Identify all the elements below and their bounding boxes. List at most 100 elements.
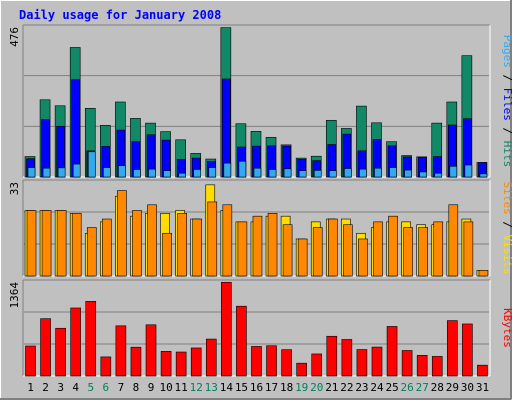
bar-pages [57,167,66,178]
x-tick-label: 28 [431,381,444,394]
bar-sites [237,221,248,277]
bar-kbytes [401,350,413,377]
x-tick-label: 31 [476,381,489,394]
chart-panels: 476 Pages / Files / Hits 33 Sites / Visits 1… [8,24,512,377]
bar-kbytes [447,320,458,377]
bar-kbytes [40,318,51,377]
bar-pages [389,167,397,178]
bar-kbytes [266,345,277,377]
bar-sites [207,201,218,277]
bar-kbytes [296,362,307,377]
bar-sites [282,224,293,277]
bar-sites [448,204,459,277]
series-sites [26,190,489,277]
bar-sites [327,218,338,277]
bar-kbytes [130,346,142,377]
legend-entry: Hits [501,141,512,168]
bar-files [222,78,231,178]
bar-kbytes [356,349,368,377]
x-tick-label: 15 [235,381,248,394]
bar-pages [178,172,186,178]
bar-kbytes [145,324,157,377]
bar-kbytes [55,327,66,377]
bar-pages [449,165,458,178]
bar-sites [86,227,97,277]
bar-pages [419,171,427,178]
bar-kbytes [281,349,292,377]
bar-sites [267,213,278,277]
bar-pages [238,160,247,178]
bar-pages [344,168,352,178]
panel-legend-label: KBytes [501,308,512,348]
bar-kbytes [251,346,262,377]
x-tick-label: 10 [159,381,172,394]
bar-sites [71,213,82,277]
y-max-label: 476 [8,27,21,47]
x-tick-label: 3 [57,381,64,394]
bar-sites [358,238,368,277]
x-tick-label: 29 [446,381,459,394]
bar-kbytes [341,339,353,377]
bar-sites [478,269,489,277]
bar-pages [479,173,488,178]
legend-entry: Sites [501,182,512,215]
x-tick-label: 20 [310,381,323,394]
x-axis-labels: 1 2 3 4 5 6 7 8 9 10 11 12 13 14 15 16 17 18 19 20 21 22 23 24 2… [27,381,489,394]
bar-sites [373,221,383,277]
x-tick-label: 11 [175,381,188,394]
bar-kbytes [431,356,443,377]
legend-entry: / [501,215,512,235]
bar-pages [133,169,141,178]
bar-pages [374,167,382,178]
bar-sites [343,224,353,277]
bar-files [71,79,80,178]
bar-pages [434,172,443,178]
legend-entry: KBytes [501,308,512,348]
bar-kbytes [236,305,247,377]
bar-kbytes [386,326,398,377]
x-tick-label: 27 [416,381,429,394]
x-tick-label: 23 [355,381,368,394]
x-tick-label: 4 [72,381,79,394]
bar-sites [433,221,444,277]
x-tick-label: 12 [190,381,203,394]
panel-visits: 33 Sites / Visits [8,179,512,277]
legend-entry: Visits [501,235,512,275]
bar-sites [26,210,37,277]
bar-sites [162,232,172,277]
panel-kbytes: 1364 KBytes [8,279,512,377]
bar-sites [177,213,187,277]
panel-legend-label: Pages / Files / Hits [501,35,512,168]
bar-pages [27,167,36,178]
bar-sites [56,210,67,277]
bar-sites [117,190,127,277]
bar-sites [403,227,413,277]
bar-pages [404,169,412,178]
bar-sites [312,227,323,277]
x-tick-label: 7 [118,381,125,394]
bar-kbytes [462,323,473,377]
bar-pages [328,170,337,178]
x-tick-label: 6 [103,381,110,394]
panel-hits: 476 Pages / Files / Hits [8,24,512,178]
x-tick-label: 14 [220,381,234,394]
x-tick-label: 21 [325,381,338,394]
x-tick-label: 24 [370,381,384,394]
bar-kbytes [115,325,127,377]
series-pages [27,151,488,178]
bar-kbytes [326,335,338,377]
bar-pages [103,167,111,178]
bar-kbytes [371,346,383,377]
legend-entry: Files [501,88,512,121]
bar-sites [252,215,263,277]
bar-kbytes [70,307,81,377]
bar-pages [72,163,81,178]
legend-entry: / [501,121,512,141]
x-tick-label: 8 [133,381,140,394]
bar-kbytes [205,338,217,377]
y-max-label: 1364 [8,282,21,309]
bar-pages [253,167,262,178]
x-tick-label: 1 [27,381,34,394]
series-kbytes [25,281,488,377]
